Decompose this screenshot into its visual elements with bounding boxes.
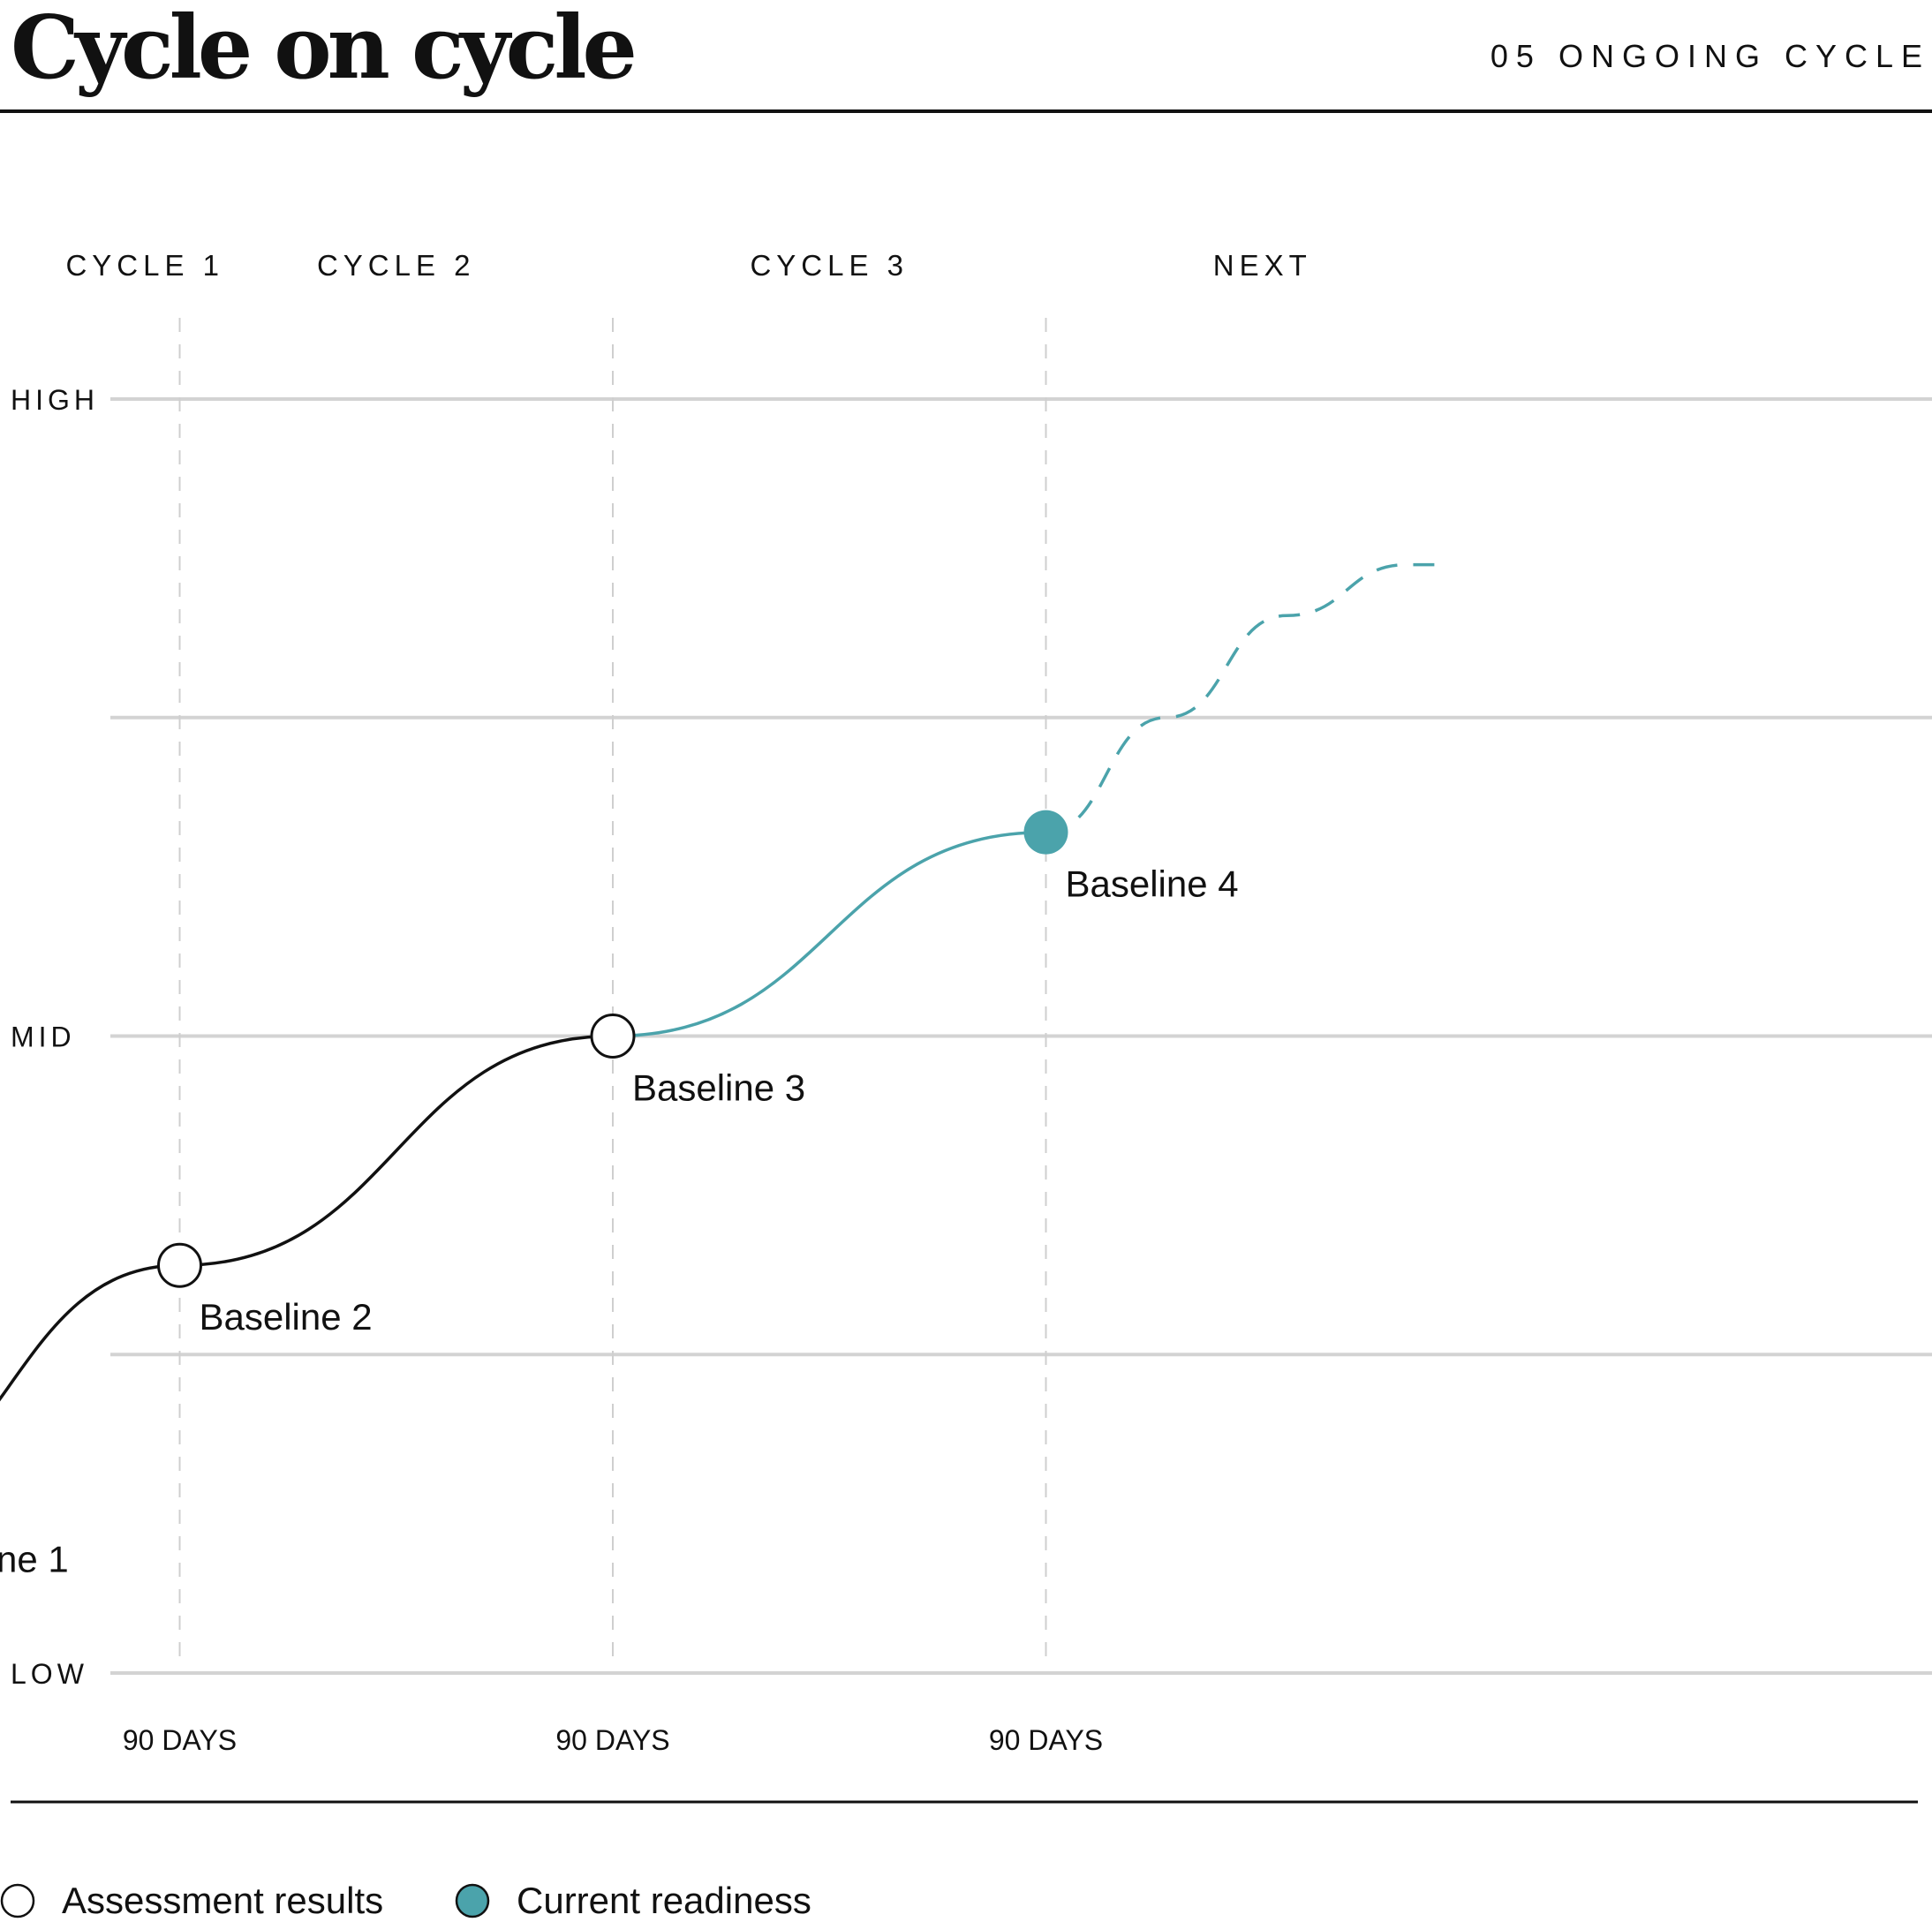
baseline-label: Baseline 4 [1066,863,1239,905]
x-tick-label: 90 DAYS [555,1724,669,1756]
current-readiness-marker [1023,810,1068,855]
assessment-marker [157,1242,202,1288]
cycle-label: CYCLE 2 [317,249,476,282]
legend-label: Assessment results [62,1880,383,1921]
legend: Assessment results Current readiness [0,1880,811,1921]
baseline-label: Baseline 3 [632,1067,805,1109]
cycle-label: CYCLE 3 [750,249,909,282]
legend-hollow-marker [0,1883,35,1918]
page-title: Cycle on cycle [11,0,634,99]
cycle-labels: CYCLE 1 CYCLE 2 CYCLE 3 NEXT [65,249,1312,282]
x-tick-labels: 90 DAYS 90 DAYS 90 DAYS [123,1724,1103,1756]
baseline-markers [157,810,1068,1288]
baseline-label: Baseline 1 [0,1538,69,1579]
section-label: 05 ONGOING CYCLE [1491,38,1930,74]
baseline-label: Baseline 2 [200,1296,373,1338]
projected-trend-line [1045,562,1445,834]
assessment-trend-line [0,1034,614,1402]
baseline-labels: Baseline 1 Baseline 2 Baseline 3 Baseline 4 [0,863,1239,1580]
cycle-dividers [178,318,1047,1660]
x-tick-label: 90 DAYS [989,1724,1103,1756]
x-tick-label: 90 DAYS [123,1724,237,1756]
y-level-labels: LOW MID HIGH [11,384,99,1690]
y-level-label: LOW [11,1658,88,1690]
gridlines [110,397,1932,1675]
y-level-label: MID [11,1021,76,1053]
y-level-label: HIGH [11,384,99,416]
legend-filled-marker [455,1883,490,1918]
assessment-marker [590,1014,636,1059]
current-trend-line [612,830,1046,1038]
cycle-label: NEXT [1213,249,1312,282]
legend-label: Current readiness [517,1880,811,1921]
cycle-label: CYCLE 1 [65,249,224,282]
